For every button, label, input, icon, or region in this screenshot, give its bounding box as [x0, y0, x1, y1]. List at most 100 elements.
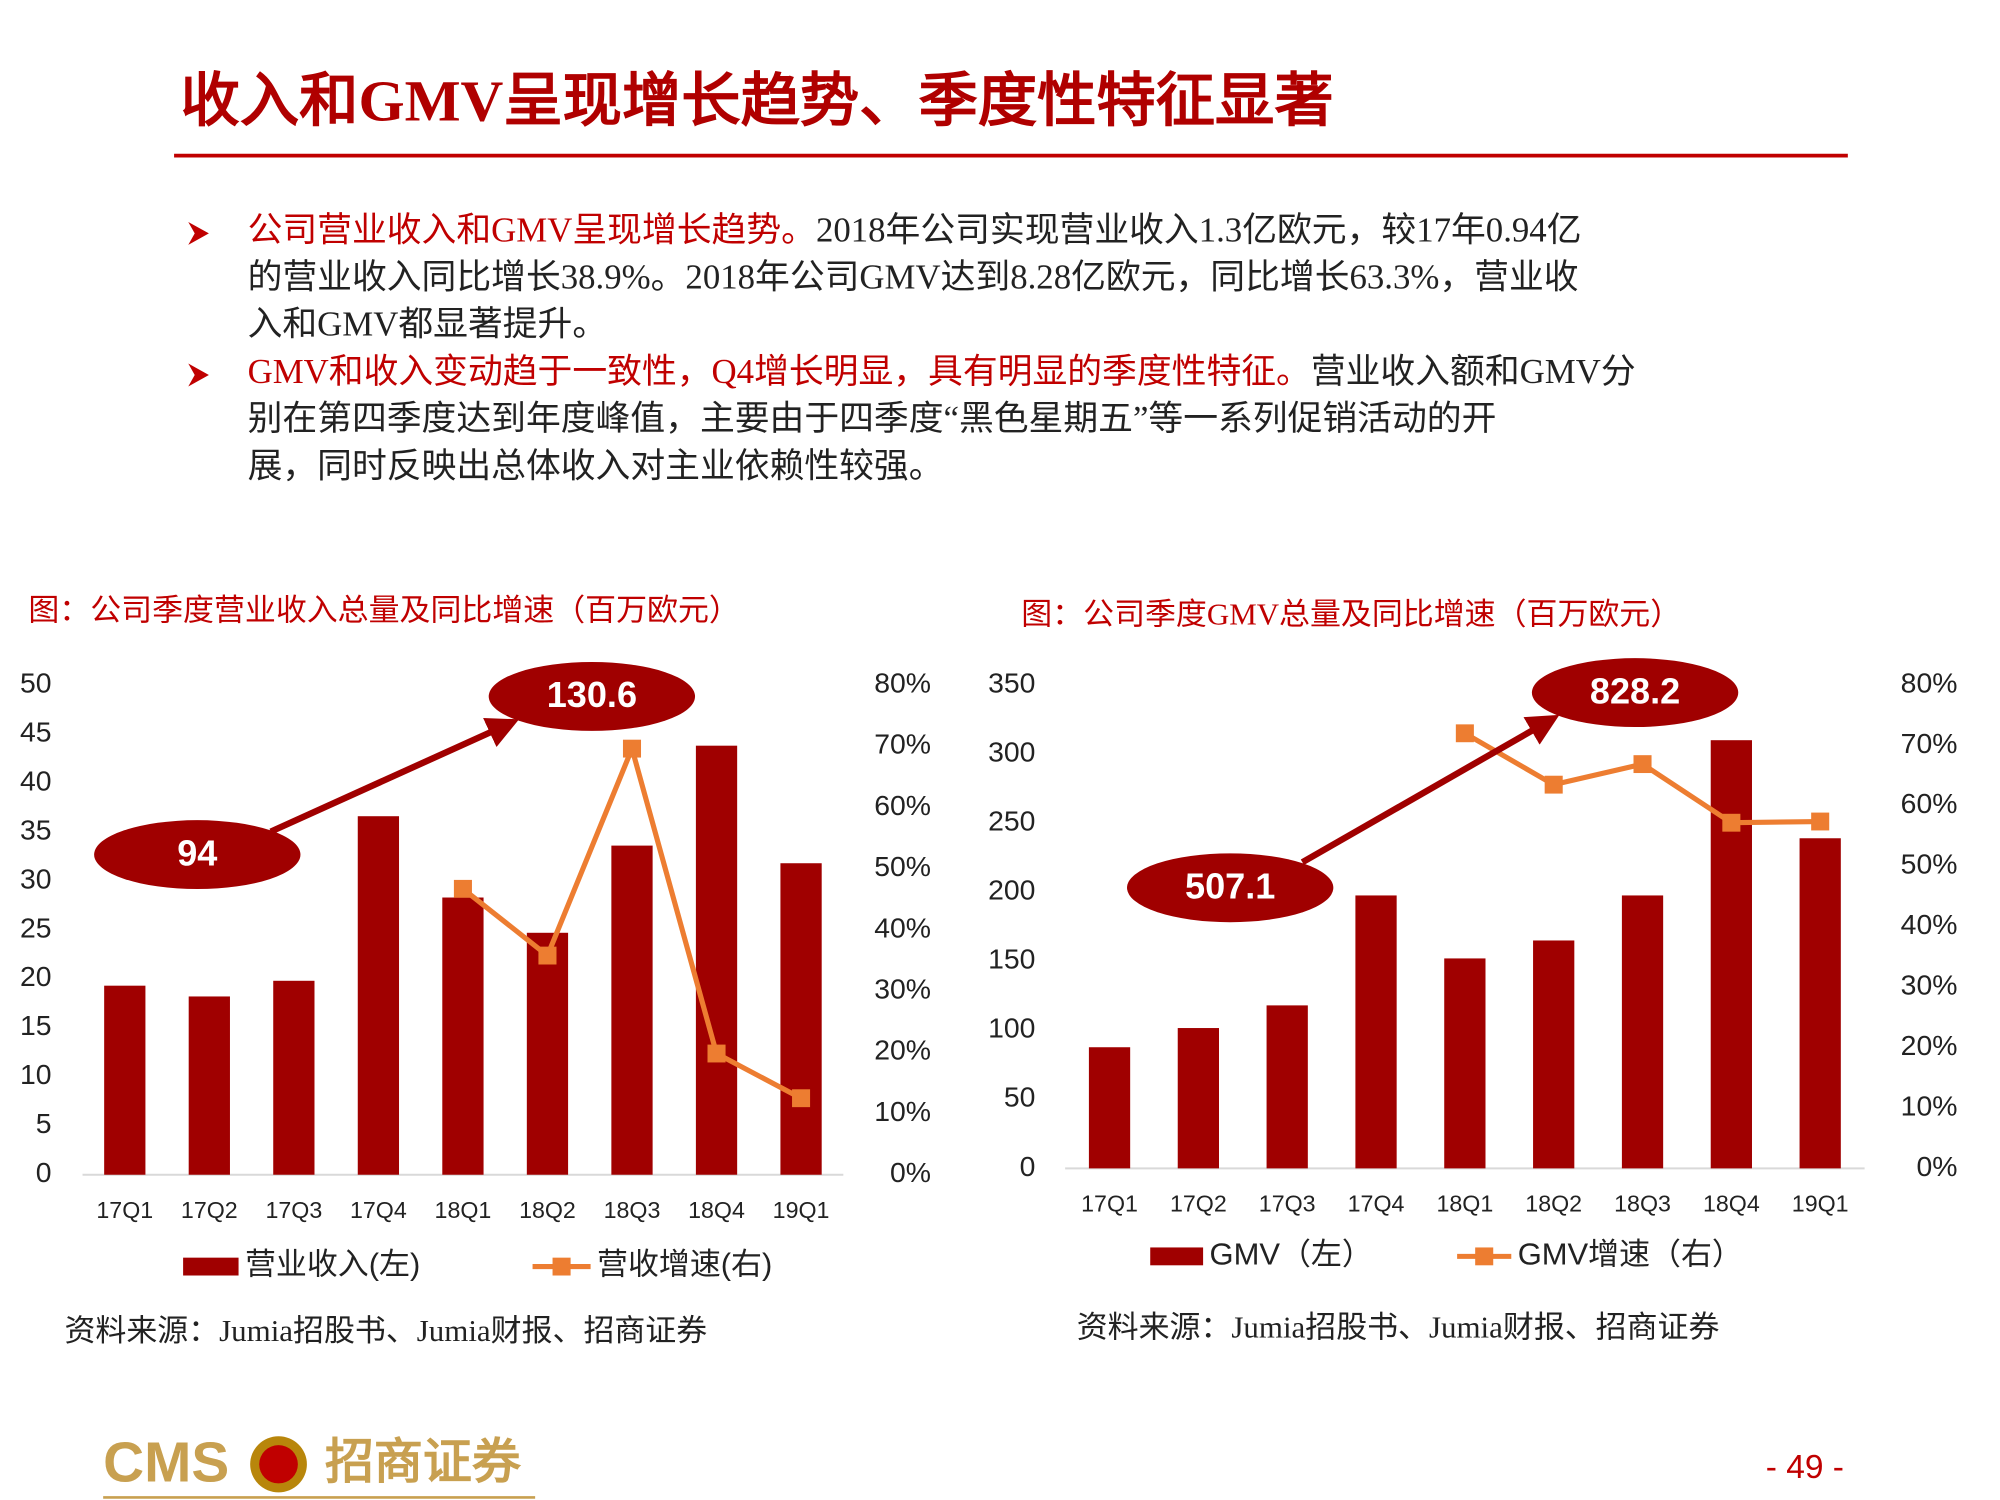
- bar: [1355, 895, 1397, 1169]
- bullet-highlight: 公司营业收入和GMV呈现增长趋势。: [248, 211, 816, 249]
- annotation-label: 828.2: [1590, 670, 1680, 711]
- y2-tick-label: 20%: [874, 1034, 931, 1066]
- annotation-bubble: [94, 820, 301, 890]
- bullet-line: 的营业收入同比增长38.9%。2018年公司GMV达到8.28亿欧元，同比增长6…: [248, 259, 1579, 297]
- legend-label: 营业收入(左): [245, 1247, 420, 1282]
- y-tick-label: 100: [988, 1012, 1035, 1044]
- footer-company: 招商证券: [325, 1435, 522, 1489]
- y2-tick-label: 0%: [1916, 1150, 1957, 1182]
- chart-title: 图：公司季度营业收入总量及同比增速（百万欧元）: [28, 594, 739, 628]
- x-tick-label: 17Q4: [350, 1197, 407, 1223]
- bullet-line: 营业收入额和GMV分: [1311, 353, 1636, 391]
- y2-tick-label: 60%: [874, 789, 931, 821]
- x-tick-label: 17Q3: [265, 1197, 322, 1223]
- bullet-text: GMV和收入变动趋于一致性，Q4增长明显，具有明显的季度性特征。营业收入额和GM…: [248, 353, 1645, 485]
- y2-tick-label: 60%: [1901, 787, 1958, 819]
- legend-label: GMV（左）: [1210, 1237, 1373, 1272]
- y-tick-label: 50: [1004, 1081, 1036, 1113]
- growth-marker: [1544, 775, 1563, 794]
- bar: [695, 745, 738, 1175]
- x-tick-label: 18Q3: [604, 1197, 661, 1223]
- y-tick-label: 25: [20, 911, 52, 943]
- y2-tick-label: 20%: [1901, 1029, 1958, 1061]
- bar: [1266, 1005, 1308, 1169]
- annotation-label: 507.1: [1185, 866, 1275, 907]
- y-tick-label: 0: [36, 1156, 52, 1188]
- y2-tick-label: 30%: [874, 973, 931, 1005]
- x-tick-label: 17Q2: [1170, 1191, 1227, 1217]
- y-tick-label: 50: [20, 667, 52, 699]
- y2-tick-label: 50%: [874, 850, 931, 882]
- bar: [611, 845, 653, 1175]
- y2-tick-label: 40%: [874, 911, 931, 943]
- bar: [1799, 838, 1841, 1169]
- bar: [780, 863, 822, 1175]
- x-tick-label: 17Q4: [1348, 1191, 1405, 1217]
- bar: [1710, 740, 1752, 1169]
- x-tick-label: 17Q3: [1259, 1191, 1316, 1217]
- growth-marker: [538, 946, 557, 965]
- x-tick-label: 18Q2: [1525, 1191, 1582, 1217]
- x-tick-label: 18Q1: [435, 1197, 492, 1223]
- growth-marker: [1811, 812, 1830, 831]
- x-tick-label: 17Q2: [181, 1197, 238, 1223]
- y-tick-label: 30: [20, 862, 52, 894]
- y-tick-label: 350: [988, 667, 1035, 699]
- x-tick-label: 18Q4: [1703, 1191, 1760, 1217]
- bullet-text: 公司营业收入和GMV呈现增长趋势。2018年公司实现营业收入1.3亿欧元，较17…: [248, 211, 1591, 343]
- x-tick-label: 18Q4: [688, 1197, 745, 1223]
- page-number: - 49 -: [1766, 1449, 1844, 1486]
- y-tick-label: 150: [988, 943, 1035, 975]
- bar: [526, 932, 569, 1175]
- y2-tick-label: 70%: [874, 728, 931, 760]
- growth-line: [1463, 731, 1821, 826]
- y2-tick-label: 50%: [1901, 848, 1958, 880]
- legend-label: GMV增速（右）: [1518, 1237, 1743, 1272]
- y-tick-label: 45: [20, 715, 52, 747]
- bullet-line: 2018年公司实现营业收入1.3亿欧元，较17年0.94亿: [816, 211, 1582, 249]
- x-tick-label: 18Q1: [1436, 1191, 1493, 1217]
- bar: [442, 897, 484, 1175]
- y-tick-label: 300: [988, 736, 1035, 768]
- y-tick-label: 40: [20, 764, 52, 796]
- bar: [188, 996, 230, 1175]
- annotation-label: 94: [177, 832, 217, 873]
- annotation-bubble: [1531, 658, 1739, 728]
- y-tick-label: 5: [36, 1107, 52, 1139]
- bullet-line: 入和GMV都显著提升。: [248, 306, 608, 344]
- logo-emblem-inner: [259, 1445, 298, 1484]
- bar: [273, 980, 315, 1175]
- y-tick-label: 250: [988, 805, 1035, 837]
- legend-label: 营收增速(右): [597, 1247, 772, 1282]
- x-tick-label: 19Q1: [773, 1197, 830, 1223]
- legend-marker: [1475, 1247, 1494, 1266]
- legend-marker: [552, 1257, 571, 1276]
- growth-marker: [1633, 755, 1652, 774]
- y2-tick-label: 30%: [1901, 969, 1958, 1001]
- y2-tick-label: 70%: [1901, 727, 1958, 759]
- chart-source: 资料来源：Jumia招股书、Jumia财报、招商证券: [64, 1314, 707, 1348]
- legend-swatch: [1150, 1247, 1204, 1266]
- y2-tick-label: 40%: [1901, 908, 1958, 940]
- y-tick-label: 0: [1020, 1150, 1036, 1182]
- page-title: 收入和GMV呈现增长趋势、季度性特征显著: [181, 68, 1334, 134]
- y2-tick-label: 80%: [1901, 667, 1958, 699]
- bar: [1444, 958, 1486, 1169]
- growth-marker: [1722, 813, 1741, 832]
- y-tick-label: 20: [20, 960, 52, 992]
- bar: [1177, 1028, 1219, 1169]
- footer-logo: CMS: [103, 1431, 229, 1494]
- growth-marker: [453, 879, 472, 898]
- x-tick-label: 17Q1: [96, 1197, 153, 1223]
- growth-marker: [707, 1044, 726, 1063]
- chart-title: 图：公司季度GMV总量及同比增速（百万欧元）: [1021, 598, 1681, 632]
- growth-marker: [1455, 724, 1474, 743]
- legend-swatch: [183, 1257, 239, 1276]
- y2-tick-label: 10%: [874, 1095, 931, 1127]
- bar: [357, 816, 400, 1175]
- x-tick-label: 18Q2: [519, 1197, 576, 1223]
- bullet-line: 展，同时反映出总体收入对主业依赖性较强。: [248, 447, 944, 485]
- annotation-arrow: [269, 718, 520, 835]
